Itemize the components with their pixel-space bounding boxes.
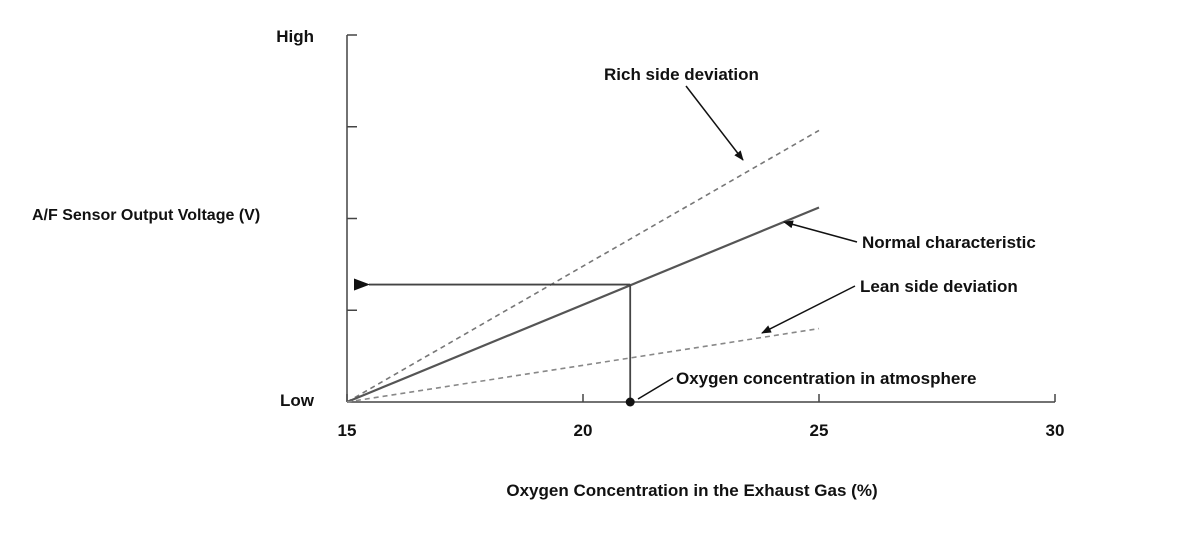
reference-point	[625, 397, 635, 407]
x-axis-label: Oxygen Concentration in the Exhaust Gas …	[506, 481, 877, 500]
callout-lean-arrow	[761, 285, 856, 334]
y-tick-label-high: High	[276, 27, 314, 46]
series-line-2	[346, 206, 820, 404]
axes: 15 20 25 30	[338, 34, 1065, 440]
callout-normal: Normal characteristic	[862, 233, 1036, 252]
callout-normal-arrow	[783, 220, 858, 243]
callout-rich: Rich side deviation	[604, 65, 759, 84]
x-tick-label: 15	[338, 421, 357, 440]
series-line-1	[346, 129, 820, 403]
series-layer	[346, 129, 820, 404]
y-ticks	[347, 34, 357, 311]
series-line-3	[346, 327, 820, 403]
y-axis-label: A/F Sensor Output Voltage (V)	[32, 207, 260, 224]
x-tick-label: 20	[574, 421, 593, 440]
x-ticks: 15 20 25 30	[338, 394, 1065, 440]
callout-atmosphere: Oxygen concentration in atmosphere	[676, 369, 976, 388]
callout-rich-arrow	[685, 85, 744, 161]
callout-atmosphere-line	[637, 377, 674, 400]
reference-marker	[354, 278, 635, 407]
y-tick-label-low: Low	[280, 391, 315, 410]
callout-lean: Lean side deviation	[860, 277, 1018, 296]
x-tick-label: 30	[1046, 421, 1065, 440]
x-tick-label: 25	[810, 421, 829, 440]
